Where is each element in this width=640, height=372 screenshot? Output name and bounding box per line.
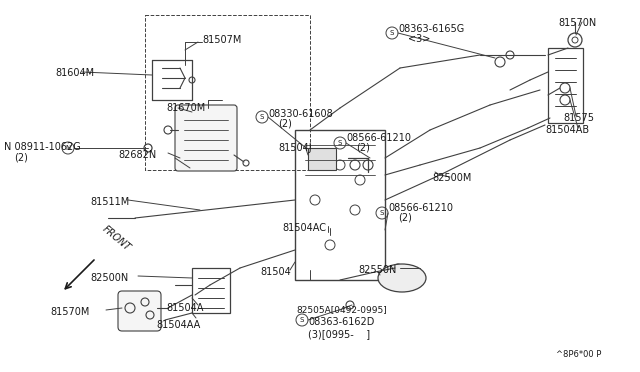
- Text: 08566-61210: 08566-61210: [346, 133, 411, 143]
- FancyBboxPatch shape: [118, 291, 161, 331]
- Text: 08330-61608: 08330-61608: [268, 109, 333, 119]
- Bar: [295, 130, 385, 280]
- Text: 81575: 81575: [563, 113, 594, 123]
- Bar: [548, 48, 583, 123]
- Text: 81670M: 81670M: [166, 103, 205, 113]
- Text: 81504J: 81504J: [278, 143, 312, 153]
- Text: 81504AB: 81504AB: [545, 125, 589, 135]
- Text: (2): (2): [356, 143, 370, 153]
- Text: N: N: [65, 145, 70, 151]
- Text: S: S: [300, 317, 304, 323]
- Text: 82550N: 82550N: [358, 265, 396, 275]
- Text: 82505A[0492-0995]: 82505A[0492-0995]: [296, 305, 387, 314]
- Text: FRONT: FRONT: [100, 224, 132, 253]
- Text: (3)[0995-    ]: (3)[0995- ]: [308, 329, 370, 339]
- Text: 81570N: 81570N: [558, 18, 596, 28]
- Text: 81604M: 81604M: [55, 68, 94, 78]
- Text: 08363-6162D: 08363-6162D: [308, 317, 374, 327]
- Text: S: S: [260, 114, 264, 120]
- Text: S: S: [380, 210, 384, 216]
- Text: 81570M: 81570M: [50, 307, 90, 317]
- Text: 08363-6165G: 08363-6165G: [398, 24, 464, 34]
- Text: 82682N: 82682N: [118, 150, 156, 160]
- Text: <3>: <3>: [408, 34, 430, 44]
- Text: 81504AC: 81504AC: [282, 223, 326, 233]
- Bar: [192, 268, 230, 313]
- Text: 08566-61210: 08566-61210: [388, 203, 453, 213]
- Text: (2): (2): [14, 152, 28, 162]
- FancyBboxPatch shape: [175, 105, 237, 171]
- Ellipse shape: [378, 264, 426, 292]
- Text: 81504: 81504: [260, 267, 291, 277]
- Text: N 08911-1062G: N 08911-1062G: [4, 142, 81, 152]
- Text: 81511M: 81511M: [90, 197, 129, 207]
- Text: S: S: [390, 30, 394, 36]
- Text: S: S: [338, 140, 342, 146]
- Text: ^8P6*00 P: ^8P6*00 P: [556, 350, 602, 359]
- Bar: [308, 148, 336, 170]
- Text: 81504AA: 81504AA: [156, 320, 200, 330]
- Text: 81504A: 81504A: [166, 303, 204, 313]
- Text: 82500N: 82500N: [90, 273, 128, 283]
- Text: 81507M: 81507M: [202, 35, 241, 45]
- Text: 82500M: 82500M: [432, 173, 472, 183]
- Bar: [145, 15, 310, 170]
- Text: (2): (2): [398, 213, 412, 223]
- Text: (2): (2): [278, 119, 292, 129]
